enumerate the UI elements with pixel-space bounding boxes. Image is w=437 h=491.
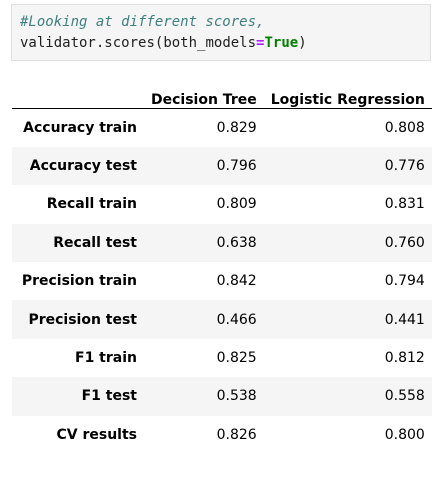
cell-logistic-regression: 0.776 (384, 158, 425, 175)
table-row: Accuracy test 0.796 0.776 (12, 146, 432, 186)
row-label: Precision test (28, 311, 137, 328)
row-label: Precision train (21, 273, 137, 290)
row-label: Accuracy test (29, 158, 137, 175)
cell-decision-tree: 0.638 (216, 234, 257, 251)
code-operator: = (256, 35, 265, 51)
code-object: validator (20, 35, 96, 51)
code-comment-line: #Looking at different scores, (20, 12, 422, 33)
code-method: scores (104, 35, 155, 51)
table-header: Decision Tree Logistic Regression (12, 70, 432, 109)
row-label: F1 test (81, 388, 137, 405)
row-label: Accuracy train (23, 119, 137, 136)
column-header-decision-tree: Decision Tree (144, 70, 264, 109)
code-comment: #Looking at different scores, (20, 14, 265, 30)
cell-decision-tree: 0.829 (216, 119, 257, 136)
cell-decision-tree: 0.842 (216, 273, 257, 290)
table-row: F1 train 0.825 0.812 (12, 339, 432, 377)
code-call-line: validator.scores(both_models=True) (20, 33, 422, 54)
row-label: Recall test (53, 234, 137, 251)
column-header-logistic-regression: Logistic Regression (263, 70, 432, 109)
table-row: Accuracy train 0.829 0.808 (12, 109, 432, 147)
header-row: Decision Tree Logistic Regression (12, 70, 432, 109)
cell-logistic-regression: 0.760 (384, 234, 425, 251)
cell-logistic-regression: 0.441 (384, 311, 425, 328)
row-label: F1 train (75, 350, 137, 367)
code-cell[interactable]: #Looking at different scores, validator.s… (11, 4, 431, 61)
output-area: Decision Tree Logistic Regression Accura… (12, 70, 432, 454)
table-row: Precision train 0.842 0.794 (12, 262, 432, 300)
cell-logistic-regression: 0.812 (384, 350, 425, 367)
cell-logistic-regression: 0.808 (384, 119, 425, 136)
cell-logistic-regression: 0.800 (384, 426, 425, 443)
table-row: CV results 0.826 0.800 (12, 416, 432, 454)
cell-logistic-regression: 0.831 (384, 196, 425, 213)
cell-decision-tree: 0.796 (216, 158, 257, 175)
corner-header (12, 70, 144, 109)
code-dot: . (95, 35, 105, 51)
cell-decision-tree: 0.809 (216, 196, 257, 213)
table-row: Recall test 0.638 0.760 (12, 223, 432, 263)
table-body: Accuracy train 0.829 0.808 Accuracy test… (12, 109, 432, 455)
cell-decision-tree: 0.466 (216, 311, 257, 328)
cell-decision-tree: 0.538 (216, 388, 257, 405)
table-row: Precision test 0.466 0.441 (12, 300, 432, 339)
code-value: True (264, 35, 299, 51)
cell-decision-tree: 0.826 (216, 426, 257, 443)
code-open-paren: ( (154, 35, 164, 51)
table-row: F1 test 0.538 0.558 (12, 377, 432, 416)
cell-logistic-regression: 0.794 (384, 273, 425, 290)
table-row: Recall train 0.809 0.831 (12, 185, 432, 223)
cell-decision-tree: 0.825 (216, 350, 257, 367)
row-label: Recall train (46, 196, 137, 213)
cell-logistic-regression: 0.558 (384, 388, 425, 405)
code-param: both_models (163, 35, 257, 51)
row-label: CV results (56, 426, 137, 443)
scores-table: Decision Tree Logistic Regression Accura… (12, 70, 432, 454)
code-close-paren: ) (298, 35, 307, 51)
